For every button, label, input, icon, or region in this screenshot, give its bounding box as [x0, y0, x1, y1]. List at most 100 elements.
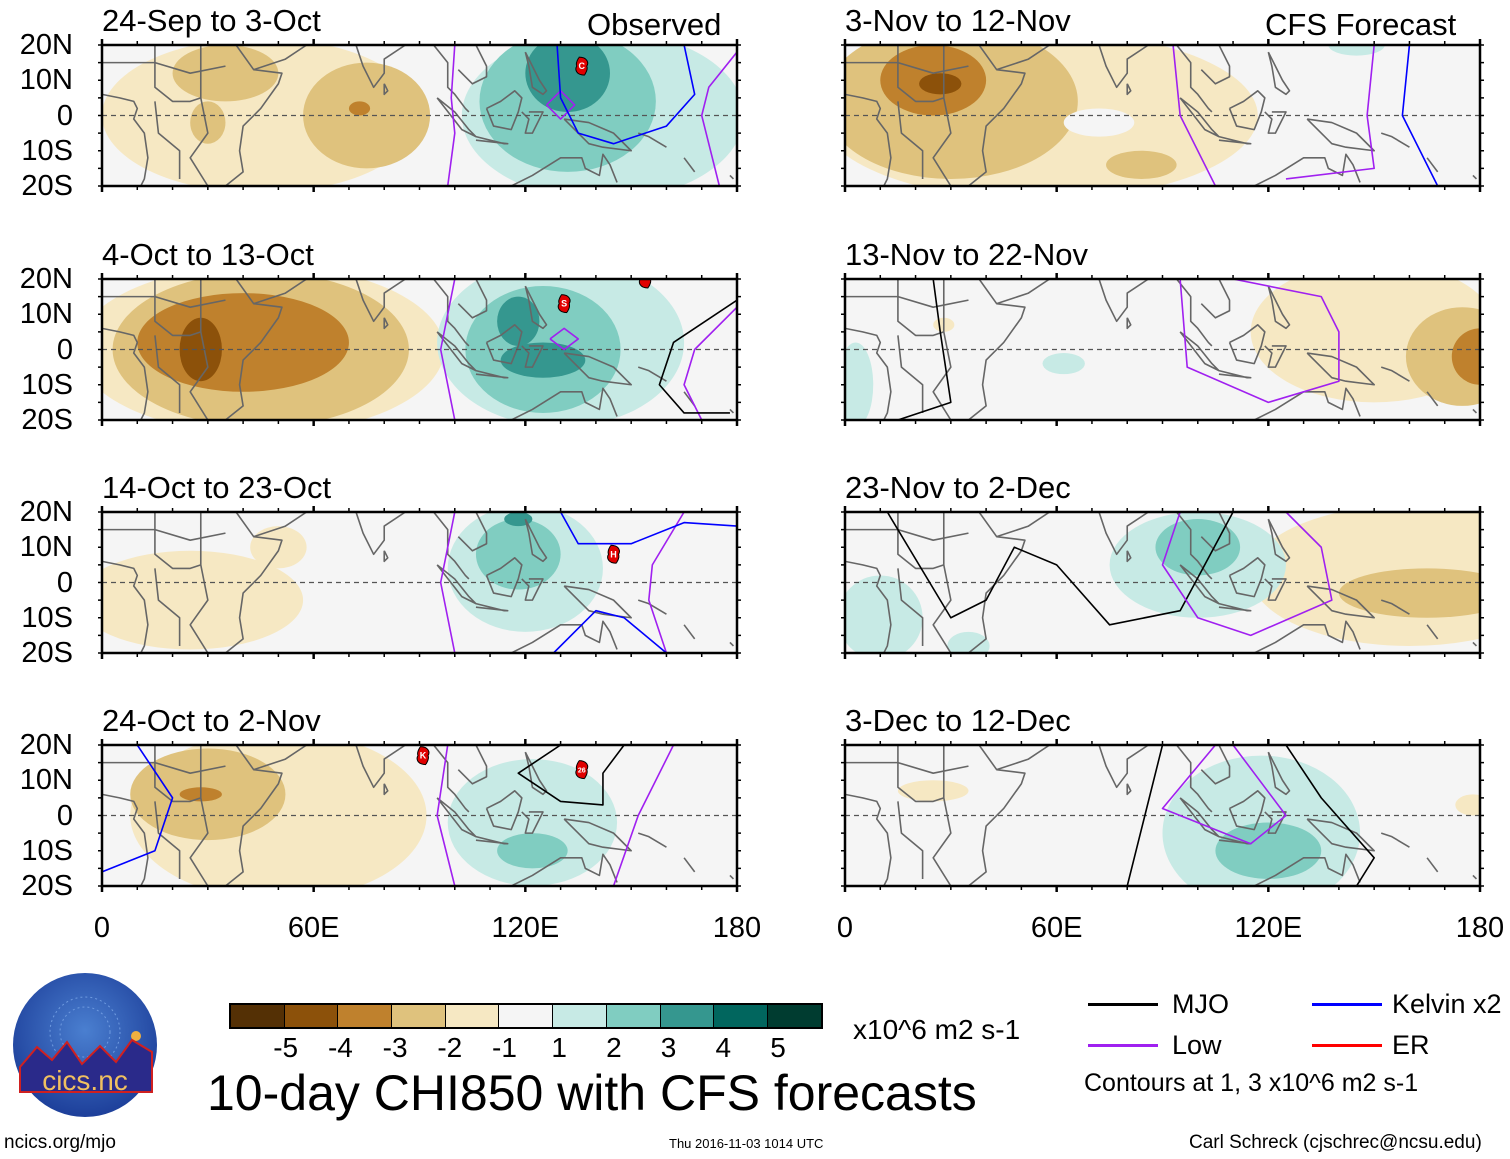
- coastline: [524, 51, 548, 96]
- coastline: [475, 135, 509, 145]
- legend-kelvin-label: Kelvin x2: [1392, 989, 1502, 1019]
- coastline: [224, 512, 283, 653]
- coastline: [189, 512, 209, 653]
- panel-title: 3-Nov to 12-Nov: [845, 3, 1071, 38]
- map-panel: S: [98, 273, 741, 426]
- anomaly-region: [179, 317, 222, 382]
- coastline: [475, 835, 509, 845]
- coastline: [563, 118, 632, 152]
- coastline: [683, 857, 696, 873]
- anomaly-region: [1405, 307, 1480, 406]
- coastline: [1267, 285, 1291, 330]
- y-tick-label: 20S: [21, 637, 73, 669]
- y-tick-label: 20N: [19, 263, 73, 295]
- anomaly-region: [845, 575, 923, 653]
- legend-kelvin-line: [1312, 1003, 1382, 1006]
- coastline: [475, 602, 509, 612]
- coastline: [845, 327, 892, 420]
- legend-low-label: Low: [1172, 1030, 1222, 1060]
- low-contour: [1161, 745, 1287, 845]
- coastline: [1126, 83, 1132, 96]
- coastline: [485, 557, 523, 598]
- mjo-contour: [897, 279, 952, 420]
- coastline: [383, 783, 389, 796]
- coastline: [996, 45, 1051, 71]
- map-content: K 26: [102, 745, 737, 886]
- colorbar-label: 1: [551, 1032, 567, 1063]
- coastline: [154, 45, 202, 103]
- low-contour: [1285, 45, 1375, 180]
- anomaly-region: [1155, 519, 1241, 576]
- mjo-contour: [886, 512, 1234, 626]
- coastline: [1200, 279, 1231, 319]
- coastline: [897, 512, 945, 570]
- coastline: [932, 45, 952, 186]
- y-tick-label: 10S: [21, 134, 73, 167]
- coastline: [509, 620, 618, 653]
- coastline: [509, 387, 618, 420]
- anomaly-region: [897, 780, 969, 802]
- coastline: [355, 45, 406, 89]
- colorbar-label: -5: [273, 1032, 299, 1063]
- colorbar-swatch: [714, 1005, 768, 1027]
- coastline: [253, 745, 308, 771]
- anomaly-region: [497, 833, 568, 869]
- coastline: [845, 560, 892, 653]
- x-tick-label: 180: [712, 912, 762, 944]
- coastline: [637, 832, 667, 848]
- coastline: [154, 279, 202, 337]
- low-contour: [1179, 279, 1340, 404]
- coastline: [1175, 279, 1213, 347]
- coastline: [1218, 602, 1252, 612]
- coastline: [355, 745, 406, 789]
- coastline: [1218, 135, 1252, 145]
- colorbar-label: -3: [382, 1032, 408, 1063]
- y-tick-label: 20S: [21, 870, 73, 902]
- map-panel: [841, 739, 1484, 892]
- coastline: [485, 90, 523, 131]
- coastline: [897, 801, 924, 879]
- map-panel: [841, 506, 1484, 659]
- coastline: [1472, 874, 1478, 880]
- coastline: [729, 174, 735, 180]
- coastline: [897, 568, 924, 646]
- low-contour: [439, 279, 456, 420]
- coastline: [457, 745, 488, 785]
- coastline: [224, 745, 283, 886]
- x-tick-label: 0: [93, 912, 111, 944]
- footer-url[interactable]: ncics.org/mjo: [4, 1132, 116, 1153]
- anomaly-region: [1338, 568, 1480, 618]
- chart-title: 10-day CHI850 with CFS forecasts: [207, 1065, 977, 1121]
- coastline: [509, 853, 618, 886]
- low-contour: [1172, 45, 1217, 186]
- anomaly-region: [447, 759, 618, 886]
- low-contour: [439, 512, 456, 653]
- coastline: [1200, 45, 1231, 85]
- coastline: [1267, 51, 1291, 96]
- observed-label: Observed: [587, 7, 722, 42]
- coastline: [1218, 369, 1252, 379]
- coastline: [102, 327, 149, 420]
- coastline: [154, 512, 202, 570]
- coastline: [996, 512, 1051, 538]
- anomaly-region: [102, 550, 304, 650]
- coastline: [1380, 132, 1410, 148]
- map-svg: C: [98, 39, 741, 192]
- coastline: [102, 560, 149, 653]
- coastline: [355, 279, 406, 323]
- anomaly-region: [1455, 794, 1480, 816]
- contour-note: Contours at 1, 3 x10^6 m2 s-1: [1084, 1069, 1419, 1097]
- y-tick-label: 10N: [19, 531, 73, 564]
- kelvin-contour: [552, 609, 667, 653]
- coastline: [154, 101, 181, 179]
- colorbar-label: -2: [437, 1032, 463, 1063]
- coastline: [563, 352, 632, 386]
- panel-title: 13-Nov to 22-Nov: [845, 237, 1088, 272]
- coastline: [524, 285, 548, 330]
- coastline: [1264, 578, 1287, 601]
- colorbar-swatch: [767, 1005, 821, 1027]
- y-tick-label: 10S: [21, 368, 73, 401]
- anomaly-region: [1215, 822, 1322, 879]
- colorbar-label: -4: [327, 1032, 353, 1063]
